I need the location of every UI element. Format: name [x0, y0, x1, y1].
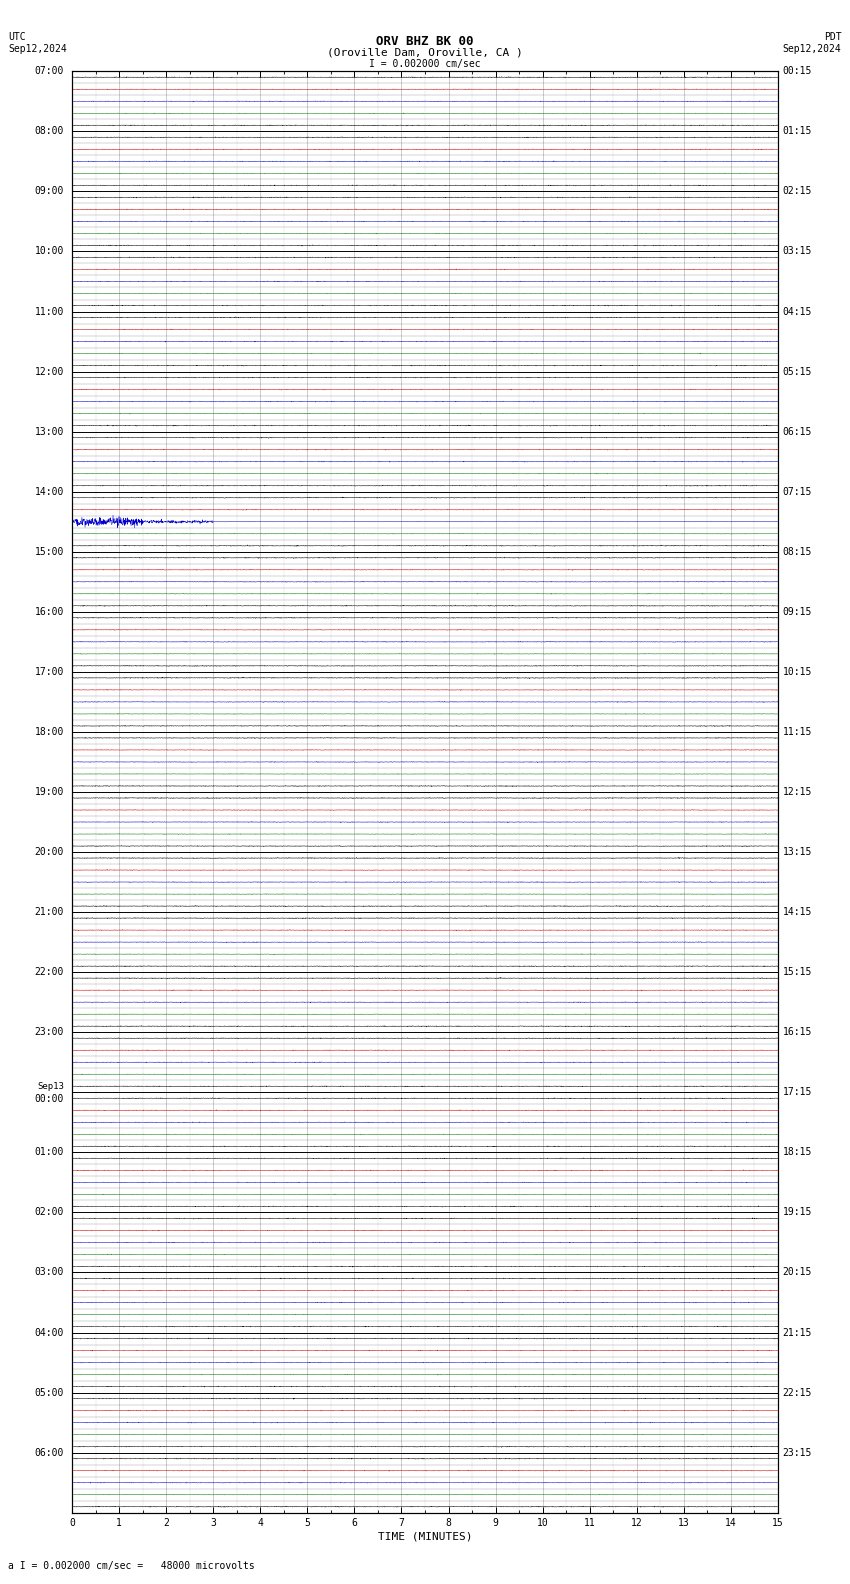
Text: 09:00: 09:00 [34, 187, 64, 196]
Text: UTC: UTC [8, 32, 26, 41]
Text: 15:00: 15:00 [34, 546, 64, 556]
Text: 19:15: 19:15 [783, 1207, 812, 1218]
Text: 12:00: 12:00 [34, 366, 64, 377]
Text: 06:00: 06:00 [34, 1448, 64, 1457]
Text: 12:15: 12:15 [783, 787, 812, 797]
Text: 23:15: 23:15 [783, 1448, 812, 1457]
Text: 03:00: 03:00 [34, 1267, 64, 1277]
Text: 05:00: 05:00 [34, 1388, 64, 1397]
Text: 11:00: 11:00 [34, 307, 64, 317]
Text: 10:15: 10:15 [783, 667, 812, 676]
Text: 01:15: 01:15 [783, 127, 812, 136]
Text: 17:00: 17:00 [34, 667, 64, 676]
Text: 13:00: 13:00 [34, 426, 64, 437]
Text: 01:00: 01:00 [34, 1147, 64, 1158]
Text: Sep12,2024: Sep12,2024 [8, 44, 67, 54]
Text: 17:15: 17:15 [783, 1087, 812, 1098]
Text: 04:15: 04:15 [783, 307, 812, 317]
Text: 00:00: 00:00 [34, 1093, 64, 1104]
Text: Sep13: Sep13 [37, 1082, 64, 1091]
Text: PDT: PDT [824, 32, 842, 41]
Text: 22:00: 22:00 [34, 968, 64, 977]
Text: 21:15: 21:15 [783, 1327, 812, 1337]
Text: ORV BHZ BK 00: ORV BHZ BK 00 [377, 35, 473, 48]
Text: 23:00: 23:00 [34, 1028, 64, 1038]
Text: 16:15: 16:15 [783, 1028, 812, 1038]
Text: 19:00: 19:00 [34, 787, 64, 797]
Text: Sep12,2024: Sep12,2024 [783, 44, 842, 54]
X-axis label: TIME (MINUTES): TIME (MINUTES) [377, 1532, 473, 1541]
Text: 05:15: 05:15 [783, 366, 812, 377]
Text: 21:00: 21:00 [34, 908, 64, 917]
Text: 08:15: 08:15 [783, 546, 812, 556]
Text: 04:00: 04:00 [34, 1327, 64, 1337]
Text: 03:15: 03:15 [783, 247, 812, 257]
Text: 14:15: 14:15 [783, 908, 812, 917]
Text: 02:00: 02:00 [34, 1207, 64, 1218]
Text: 22:15: 22:15 [783, 1388, 812, 1397]
Text: 14:00: 14:00 [34, 486, 64, 497]
Text: 16:00: 16:00 [34, 607, 64, 616]
Text: 18:15: 18:15 [783, 1147, 812, 1158]
Text: 11:15: 11:15 [783, 727, 812, 737]
Text: 13:15: 13:15 [783, 847, 812, 857]
Text: 20:00: 20:00 [34, 847, 64, 857]
Text: (Oroville Dam, Oroville, CA ): (Oroville Dam, Oroville, CA ) [327, 48, 523, 57]
Text: 18:00: 18:00 [34, 727, 64, 737]
Text: I = 0.002000 cm/sec: I = 0.002000 cm/sec [369, 59, 481, 68]
Text: 07:00: 07:00 [34, 67, 64, 76]
Text: 10:00: 10:00 [34, 247, 64, 257]
Text: a I = 0.002000 cm/sec =   48000 microvolts: a I = 0.002000 cm/sec = 48000 microvolts [8, 1562, 255, 1571]
Text: 20:15: 20:15 [783, 1267, 812, 1277]
Text: 00:15: 00:15 [783, 67, 812, 76]
Text: 06:15: 06:15 [783, 426, 812, 437]
Text: 07:15: 07:15 [783, 486, 812, 497]
Text: 15:15: 15:15 [783, 968, 812, 977]
Text: 08:00: 08:00 [34, 127, 64, 136]
Text: 02:15: 02:15 [783, 187, 812, 196]
Text: 09:15: 09:15 [783, 607, 812, 616]
